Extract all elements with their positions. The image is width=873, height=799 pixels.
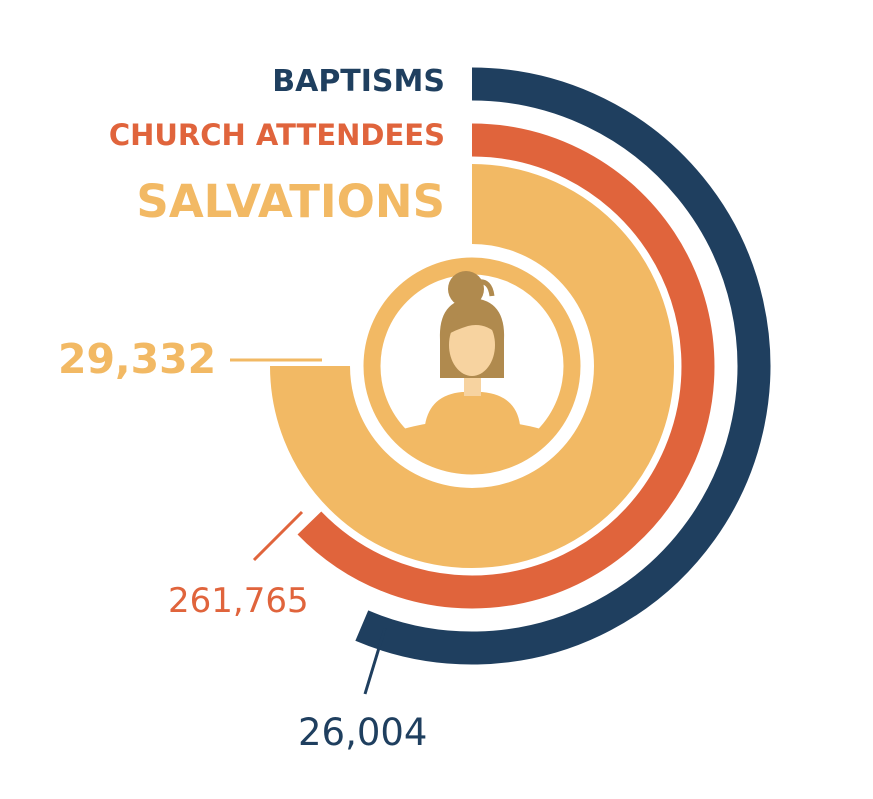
baptisms-arc <box>355 67 771 665</box>
avatar-fringe <box>447 309 498 335</box>
avatar-face <box>449 314 495 376</box>
church-attendees-leader-line <box>252 510 304 562</box>
salvations-value-label: 29,332 <box>58 335 217 383</box>
baptisms-value-label: 26,004 <box>298 711 428 754</box>
church-attendees-legend-label: CHURCH ATTENDEES <box>108 118 445 152</box>
church-attendees-arc <box>297 123 715 609</box>
baptisms-leader-line <box>363 627 387 695</box>
church-attendees-value-label: 261,765 <box>168 581 309 621</box>
avatar-hair-bun <box>448 271 484 307</box>
salvations-arc <box>270 164 674 568</box>
baptisms-legend-label: BAPTISMS <box>272 64 445 99</box>
avatar-shoulders <box>425 392 520 425</box>
avatar-hair-strand <box>477 279 495 297</box>
salvations-legend-label: SALVATIONS <box>136 175 445 228</box>
